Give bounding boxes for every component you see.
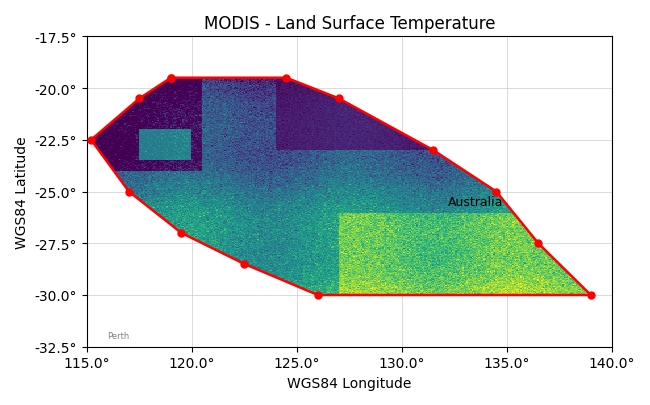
X-axis label: WGS84 Longitude: WGS84 Longitude: [287, 376, 411, 390]
Title: MODIS - Land Surface Temperature: MODIS - Land Surface Temperature: [203, 15, 495, 33]
Y-axis label: WGS84 Latitude: WGS84 Latitude: [15, 136, 29, 248]
Text: Perth: Perth: [107, 331, 129, 340]
Text: Australia: Australia: [448, 196, 503, 209]
